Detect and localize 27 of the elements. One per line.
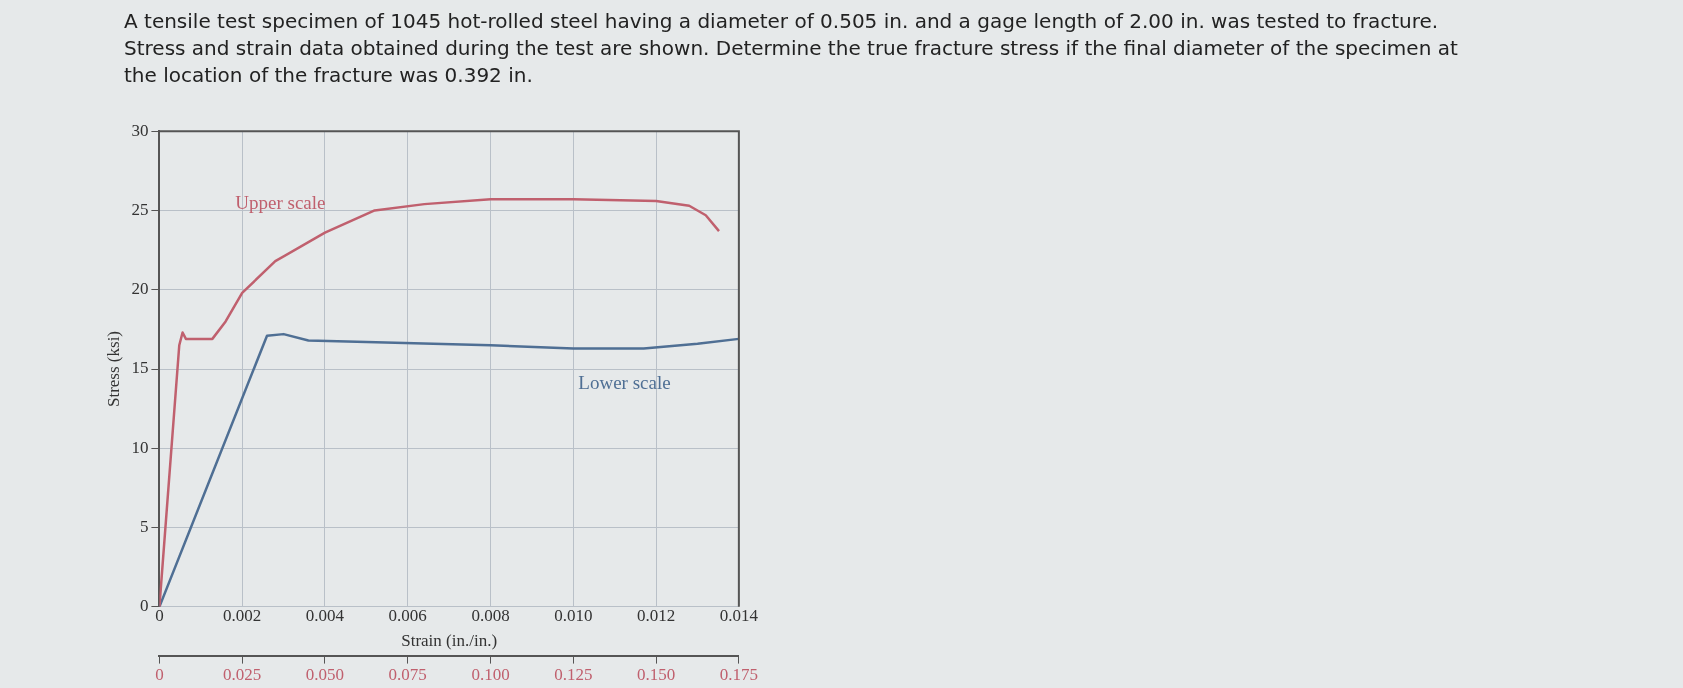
x2-tick-label: 0 — [155, 665, 164, 685]
y-tick-label: 10 — [131, 437, 149, 457]
x-axis-title: Strain (in./in.) — [401, 630, 498, 650]
y-tick-label: 5 — [139, 517, 149, 536]
series-label: Upper scale — [235, 191, 326, 213]
x-tick-label: 0 — [155, 606, 164, 626]
x-tick-label: 0.008 — [471, 606, 510, 626]
y-tick-label: 25 — [131, 199, 149, 219]
x2-tick-label: 0.150 — [636, 665, 676, 685]
y-tick-label: 20 — [131, 279, 149, 299]
y-tick-label: 30 — [131, 120, 149, 140]
x-tick-label: 0.014 — [719, 606, 759, 626]
text: A tensile test specimen of 1045 hot-rolled steel having a diameter of 0.505 in. and a gage length of 2.00 in. was tested to fracture. Stress and strain data obtained during the test are shown. Determine the true fracture stress if the final diameter of the specimen at the location of the fracture was 0.392 in. — [124, 8, 1459, 89]
x2-tick-label: 0.175 — [719, 665, 758, 685]
x2-tick-label: 0.025 — [223, 665, 262, 685]
y-tick-label: 15 — [131, 358, 149, 378]
series-label: Lower scale — [578, 371, 671, 393]
x2-tick-label: 0.075 — [388, 665, 427, 685]
x-tick-label: 0.002 — [223, 606, 262, 626]
x2-tick-label: 0.050 — [305, 665, 345, 685]
x2-tick-label: 0.100 — [471, 665, 510, 685]
x2-tick-label: 0.125 — [554, 665, 593, 685]
x-tick-label: 0.006 — [388, 606, 427, 626]
x-tick-label: 0.012 — [636, 606, 676, 626]
y-axis-title: Stress (ksi) — [103, 330, 123, 408]
x-tick-label: 0.010 — [554, 606, 593, 626]
x-tick-label: 0.004 — [305, 606, 345, 626]
